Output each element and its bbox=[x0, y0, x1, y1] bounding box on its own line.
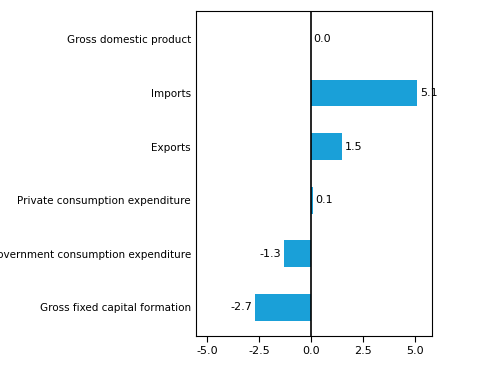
Bar bbox=[311, 80, 417, 106]
Bar bbox=[284, 241, 311, 267]
Text: 1.5: 1.5 bbox=[345, 142, 362, 152]
Bar bbox=[311, 187, 313, 214]
Text: 0.0: 0.0 bbox=[314, 34, 331, 44]
Text: 5.1: 5.1 bbox=[420, 88, 437, 98]
Bar bbox=[255, 294, 311, 321]
Text: 0.1: 0.1 bbox=[316, 195, 333, 205]
Text: -1.3: -1.3 bbox=[260, 249, 281, 259]
Text: -2.7: -2.7 bbox=[230, 302, 252, 313]
Bar bbox=[311, 133, 342, 160]
